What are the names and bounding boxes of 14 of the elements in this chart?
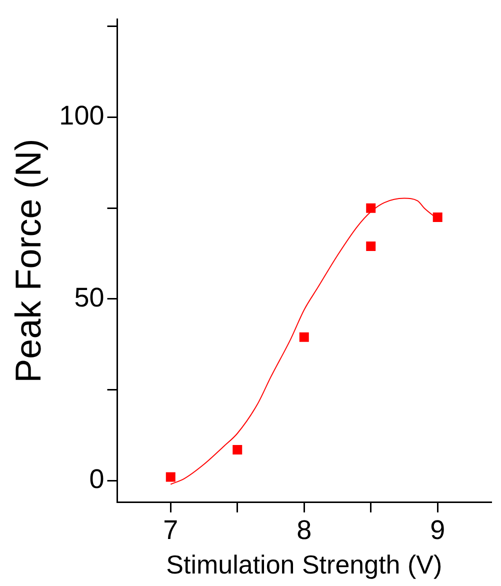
x-tick-label: 8 <box>296 515 312 546</box>
point <box>366 242 376 252</box>
point <box>366 203 376 213</box>
point <box>299 332 309 342</box>
x-tick-label: 7 <box>163 515 178 546</box>
point <box>232 444 242 454</box>
point <box>166 472 176 482</box>
y-axis-title: Peak Force (N) <box>8 138 49 383</box>
x-axis-title: Stimulation Strength (V) <box>166 550 442 580</box>
x-tick-label: 9 <box>430 515 446 546</box>
y-tick-label: 0 <box>89 464 104 494</box>
y-tick-label: 100 <box>59 100 104 131</box>
point <box>432 212 442 222</box>
y-tick-label: 50 <box>74 282 104 312</box>
